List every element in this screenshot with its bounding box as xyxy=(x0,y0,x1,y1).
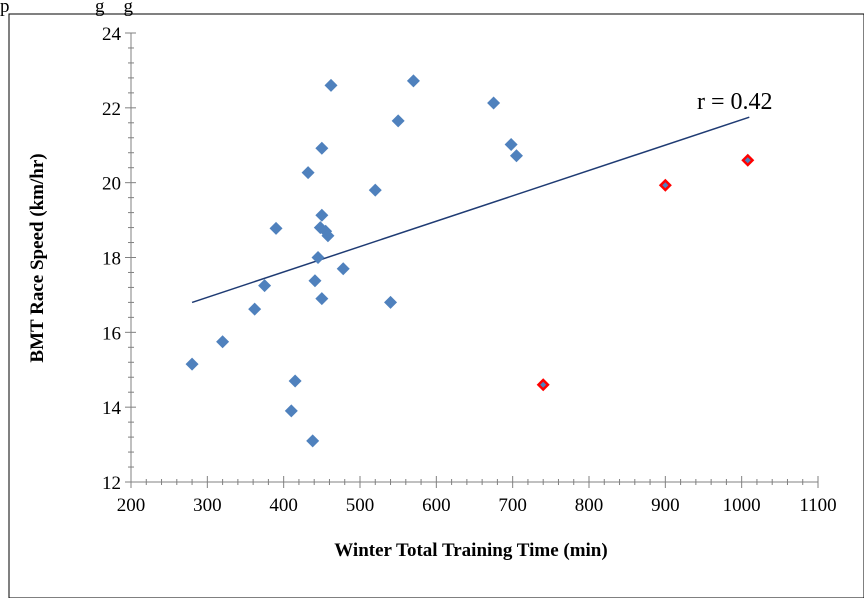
data-point xyxy=(311,251,325,264)
highlighted-data-point-core xyxy=(744,157,751,164)
x-axis-title: Winter Total Training Time (min) xyxy=(334,540,607,561)
x-tick-label: 700 xyxy=(498,495,527,516)
x-tick-label: 300 xyxy=(193,495,222,516)
header-fragment: p g g xyxy=(0,0,134,17)
correlation-annotation: r = 0.42 xyxy=(697,89,773,115)
y-tick-label: 24 xyxy=(102,24,122,45)
data-point xyxy=(308,274,322,288)
highlighted-data-point-core xyxy=(662,182,669,189)
highlighted-data-point-core xyxy=(540,381,547,388)
data-point xyxy=(391,114,405,128)
data-point xyxy=(306,434,320,448)
x-tick-label: 500 xyxy=(346,495,375,516)
x-tick-label: 800 xyxy=(575,495,604,516)
data-point xyxy=(284,404,298,418)
x-tick-label: 900 xyxy=(651,495,680,516)
data-point xyxy=(509,149,523,163)
x-tick-label: 200 xyxy=(117,495,146,516)
data-point xyxy=(406,74,420,88)
trendline xyxy=(191,116,750,304)
data-point xyxy=(315,141,329,155)
y-tick-label: 14 xyxy=(102,398,122,419)
x-tick-label: 1000 xyxy=(723,495,761,516)
y-tick-label: 12 xyxy=(102,473,121,494)
data-point xyxy=(315,208,329,222)
x-tick-label: 400 xyxy=(269,495,298,516)
y-axis-title: BMT Race Speed (km/hr) xyxy=(27,153,48,362)
data-point xyxy=(248,302,262,316)
data-point xyxy=(269,221,283,235)
data-point xyxy=(487,96,501,110)
y-tick-label: 20 xyxy=(102,174,121,195)
x-tick-label: 600 xyxy=(422,495,451,516)
data-point xyxy=(324,78,338,92)
data-point xyxy=(258,279,272,293)
y-tick-label: 16 xyxy=(102,323,121,344)
x-tick-label: 1100 xyxy=(799,495,836,516)
data-point xyxy=(384,295,398,309)
data-point xyxy=(216,335,230,349)
data-point xyxy=(336,262,350,276)
y-tick-label: 22 xyxy=(102,99,121,120)
data-point xyxy=(288,374,302,388)
y-tick-label: 18 xyxy=(102,249,121,270)
data-point xyxy=(321,229,335,243)
data-point xyxy=(368,183,382,197)
data-point xyxy=(504,138,518,152)
data-point xyxy=(185,357,199,371)
data-point xyxy=(315,292,329,306)
data-point xyxy=(301,166,315,180)
